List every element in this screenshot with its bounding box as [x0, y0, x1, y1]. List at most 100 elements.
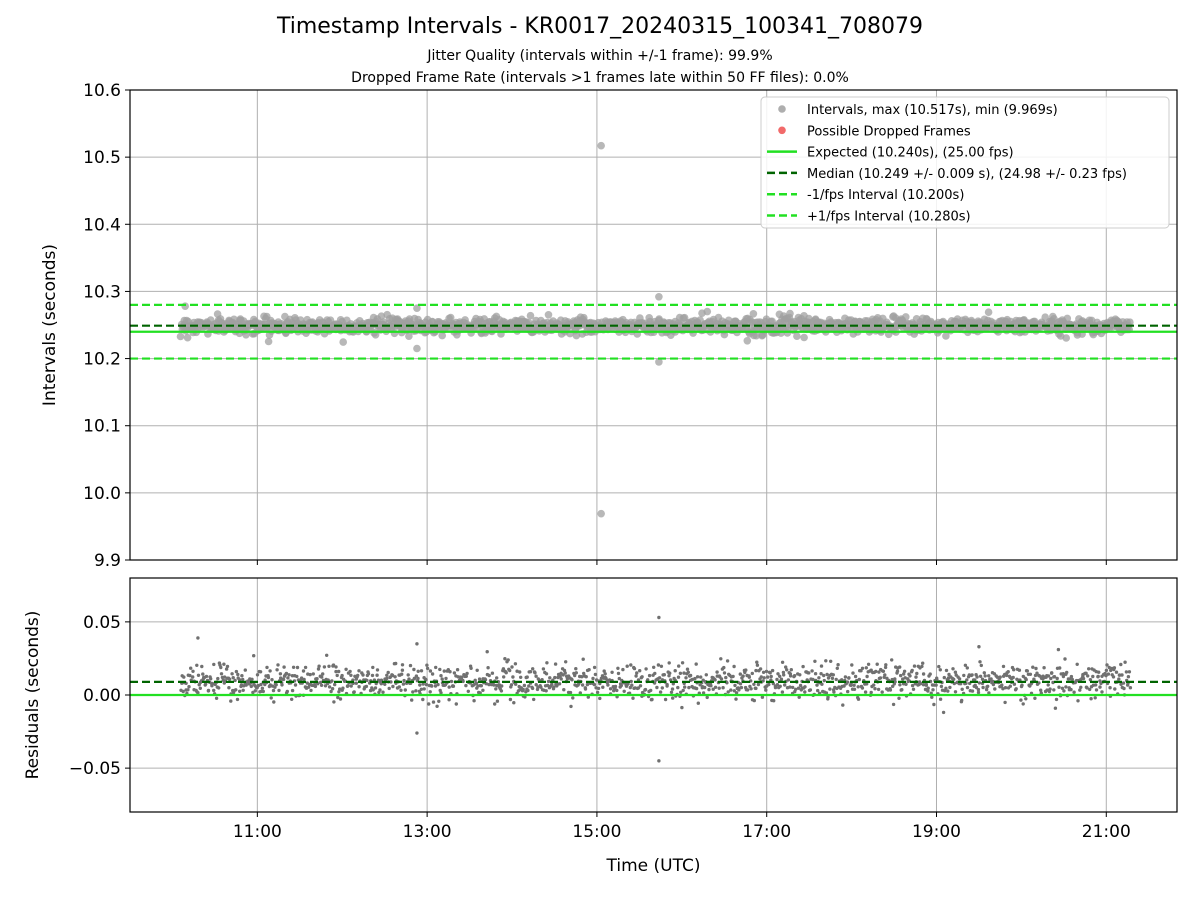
- data-point: [733, 683, 737, 688]
- data-point: [486, 666, 490, 670]
- data-point: [738, 682, 743, 686]
- legend-item: Expected (10.240s), (25.00 fps): [767, 146, 1014, 161]
- data-point: [852, 687, 857, 691]
- outlier-point: [181, 302, 189, 311]
- y-tick-label: 9.9: [94, 551, 121, 571]
- data-point: [960, 698, 964, 703]
- data-point: [679, 690, 683, 694]
- data-point: [357, 685, 361, 689]
- data-point: [1031, 665, 1035, 669]
- data-point: [568, 690, 573, 695]
- y-tick-label: 10.2: [83, 350, 121, 370]
- data-point: [430, 684, 434, 688]
- data-point: [534, 683, 538, 687]
- data-point: [499, 689, 504, 693]
- data-point: [831, 673, 835, 677]
- data-point: [928, 672, 932, 676]
- data-point: [544, 689, 548, 693]
- data-point: [527, 684, 531, 688]
- data-point: [853, 674, 858, 679]
- data-point: [234, 669, 239, 674]
- data-point: [533, 671, 537, 675]
- data-point: [732, 664, 736, 669]
- data-point: [204, 682, 208, 686]
- data-point: [957, 677, 962, 681]
- data-point: [368, 688, 373, 693]
- data-point: [817, 676, 821, 680]
- data-point: [340, 673, 344, 678]
- data-point: [743, 337, 752, 345]
- data-point: [315, 677, 319, 681]
- data-point: [1019, 698, 1023, 702]
- data-point: [1052, 675, 1057, 679]
- data-point: [808, 688, 813, 692]
- y-tick-label: 0.05: [83, 613, 121, 633]
- data-point: [921, 661, 925, 665]
- data-point: [798, 683, 803, 688]
- data-point: [845, 680, 850, 684]
- data-point: [411, 690, 415, 694]
- data-point: [571, 696, 575, 700]
- data-point: [418, 683, 422, 687]
- outlier-point: [655, 358, 663, 366]
- data-point: [357, 669, 361, 673]
- legend-item: -1/fps Interval (10.200s): [767, 188, 964, 203]
- data-point: [713, 685, 718, 689]
- data-point: [182, 675, 186, 679]
- data-point: [427, 702, 431, 706]
- data-point: [1081, 676, 1086, 681]
- data-point: [1086, 674, 1090, 678]
- data-point: [487, 673, 491, 678]
- data-point: [1108, 686, 1112, 690]
- data-point: [676, 685, 680, 690]
- data-point: [481, 688, 485, 692]
- data-point: [978, 674, 983, 678]
- data-point: [784, 665, 788, 669]
- data-point: [513, 662, 518, 666]
- data-point: [1061, 674, 1066, 679]
- data-point: [788, 674, 793, 678]
- data-point: [419, 669, 424, 673]
- data-point: [801, 664, 805, 669]
- y-tick-label: 10.1: [83, 417, 121, 437]
- data-point: [1072, 690, 1076, 694]
- data-point: [378, 688, 382, 692]
- data-point: [944, 686, 948, 690]
- data-point: [240, 674, 244, 678]
- data-point: [1076, 699, 1080, 703]
- data-point: [734, 691, 739, 695]
- data-point: [349, 673, 353, 677]
- residuals-panel: −0.05 0.00 0.05 11:00 13:00 15:00 17:00 19:00 21…: [69, 577, 1178, 842]
- data-point: [466, 689, 470, 693]
- data-point: [755, 660, 759, 664]
- data-point: [181, 689, 185, 694]
- data-point: [295, 674, 299, 679]
- data-point: [584, 675, 588, 679]
- data-point: [293, 683, 298, 687]
- data-point: [269, 696, 273, 700]
- data-point: [902, 672, 906, 676]
- data-point: [255, 673, 260, 677]
- data-point: [816, 688, 820, 693]
- data-point: [299, 676, 304, 680]
- data-point: [183, 333, 192, 342]
- data-point: [592, 682, 597, 687]
- data-point: [502, 675, 506, 679]
- data-point: [290, 697, 294, 701]
- data-point: [780, 660, 785, 664]
- data-point: [1024, 697, 1028, 701]
- data-point: [826, 695, 830, 699]
- data-point: [261, 689, 265, 694]
- data-point: [902, 313, 910, 321]
- data-point: [895, 669, 900, 673]
- data-point: [322, 665, 327, 669]
- data-point: [915, 671, 919, 676]
- data-point: [655, 685, 659, 690]
- data-point: [333, 682, 337, 687]
- data-point: [236, 672, 240, 677]
- data-point: [242, 331, 250, 339]
- data-point: [761, 679, 765, 683]
- data-point: [991, 679, 995, 684]
- x-tick-label: 21:00: [1082, 822, 1131, 842]
- data-point: [820, 682, 824, 686]
